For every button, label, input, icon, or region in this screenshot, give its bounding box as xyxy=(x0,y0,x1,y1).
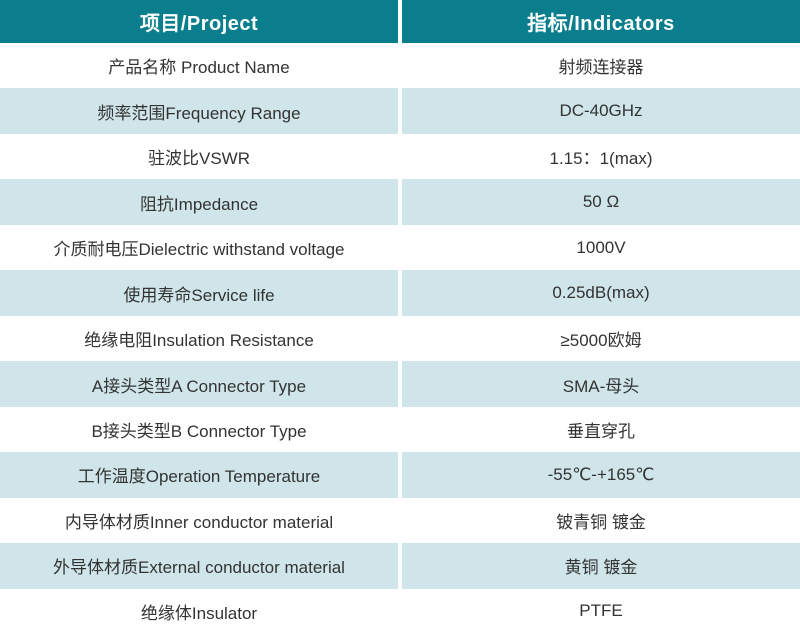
project-cell: B接头类型B Connector Type xyxy=(0,406,398,453)
project-cell: 阻抗Impedance xyxy=(0,179,398,225)
indicator-cell: 50 Ω xyxy=(402,179,800,225)
table-row: 阻抗Impedance 50 Ω xyxy=(0,179,800,225)
project-cell: 介质耐电压Dielectric withstand voltage xyxy=(0,224,398,271)
table-row: 驻波比VSWR 1.15：1(max) xyxy=(0,133,800,180)
indicator-cell: PTFE xyxy=(402,588,800,634)
table-row: 介质耐电压Dielectric withstand voltage 1000V xyxy=(0,224,800,271)
header-cell-project: 项目/Project xyxy=(0,0,398,43)
table-row: B接头类型B Connector Type 垂直穿孔 xyxy=(0,406,800,453)
project-cell: A接头类型A Connector Type xyxy=(0,361,398,407)
indicator-cell: 铍青铜 镀金 xyxy=(402,497,800,544)
header-row: 项目/Project 指标/Indicators xyxy=(0,0,800,43)
table-row: 产品名称 Product Name 射频连接器 xyxy=(0,43,800,89)
project-cell: 外导体材质External conductor material xyxy=(0,543,398,589)
project-cell: 工作温度Operation Temperature xyxy=(0,452,398,498)
project-cell: 使用寿命Service life xyxy=(0,270,398,316)
project-cell: 绝缘电阻Insulation Resistance xyxy=(0,315,398,362)
header-cell-indicators: 指标/Indicators xyxy=(402,0,800,43)
project-cell: 内导体材质Inner conductor material xyxy=(0,497,398,544)
indicator-cell: 1.15：1(max) xyxy=(402,133,800,180)
indicator-cell: 0.25dB(max) xyxy=(402,270,800,316)
table-row: 内导体材质Inner conductor material 铍青铜 镀金 xyxy=(0,497,800,544)
table-row: 外导体材质External conductor material 黄铜 镀金 xyxy=(0,543,800,589)
table-row: A接头类型A Connector Type SMA-母头 xyxy=(0,361,800,407)
table-row: 频率范围Frequency Range DC-40GHz xyxy=(0,88,800,134)
project-cell: 产品名称 Product Name xyxy=(0,43,398,89)
table-row: 绝缘电阻Insulation Resistance ≥5000欧姆 xyxy=(0,315,800,362)
indicator-cell: -55℃-+165℃ xyxy=(402,452,800,498)
table-row: 工作温度Operation Temperature -55℃-+165℃ xyxy=(0,452,800,498)
project-cell: 频率范围Frequency Range xyxy=(0,88,398,134)
indicator-cell: SMA-母头 xyxy=(402,361,800,407)
project-cell: 绝缘体Insulator xyxy=(0,588,398,634)
indicator-cell: 1000V xyxy=(402,224,800,271)
indicator-cell: 垂直穿孔 xyxy=(402,406,800,453)
indicator-cell: ≥5000欧姆 xyxy=(402,315,800,362)
table-row: 绝缘体Insulator PTFE xyxy=(0,588,800,634)
indicator-cell: 黄铜 镀金 xyxy=(402,543,800,589)
indicator-cell: 射频连接器 xyxy=(402,43,800,89)
project-cell: 驻波比VSWR xyxy=(0,133,398,180)
indicator-cell: DC-40GHz xyxy=(402,88,800,134)
table-row: 使用寿命Service life 0.25dB(max) xyxy=(0,270,800,316)
